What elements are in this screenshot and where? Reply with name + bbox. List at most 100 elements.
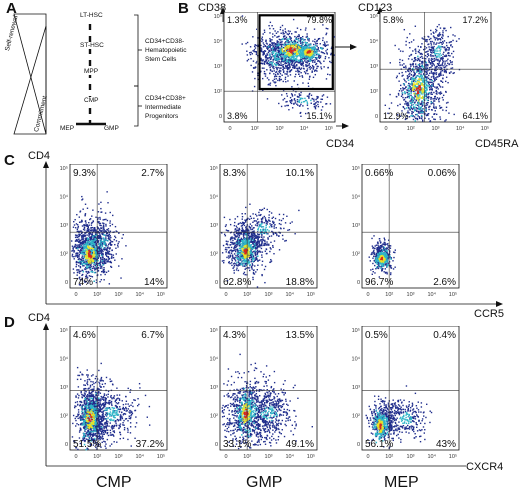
event-dot — [262, 77, 264, 80]
event-dot — [428, 48, 431, 51]
event-dot — [273, 225, 275, 227]
density-dot — [415, 94, 417, 96]
event-dot — [97, 227, 99, 229]
event-dot — [99, 267, 102, 269]
event-dot — [424, 112, 426, 115]
event-dot — [431, 65, 433, 67]
event-dot — [431, 60, 433, 63]
density-dot — [294, 48, 297, 50]
event-dot — [82, 237, 85, 239]
event-dot — [430, 88, 432, 90]
event-dot — [427, 97, 430, 99]
event-dot — [318, 57, 321, 59]
density-dot — [405, 107, 408, 109]
event-dot — [242, 255, 244, 258]
density-dot — [309, 54, 312, 57]
event-dot — [262, 33, 264, 35]
event-dot — [398, 48, 400, 50]
event-dot — [105, 236, 107, 238]
event-dot — [300, 68, 302, 71]
event-dot — [269, 43, 271, 46]
event-dot — [422, 69, 424, 71]
event-dot — [102, 219, 104, 221]
event-dot — [426, 76, 429, 78]
event-dot — [278, 52, 281, 54]
event-dot — [256, 225, 258, 227]
event-dot — [453, 113, 455, 116]
event-dot — [253, 220, 256, 222]
event-dot — [441, 36, 443, 38]
event-dot — [415, 96, 417, 98]
event-dot — [250, 248, 252, 250]
density-dot — [81, 263, 83, 265]
event-dot — [95, 244, 97, 247]
event-dot — [110, 236, 112, 239]
event-dot — [75, 265, 77, 268]
event-dot — [445, 48, 447, 50]
event-dot — [239, 256, 241, 259]
event-dot — [76, 253, 79, 255]
event-dot — [230, 262, 233, 264]
event-dot — [88, 232, 91, 234]
event-dot — [260, 59, 262, 61]
event-dot — [412, 111, 414, 113]
event-dot — [273, 49, 275, 52]
event-dot — [273, 78, 276, 80]
event-dot — [407, 95, 409, 98]
event-dot — [227, 240, 229, 243]
event-dot — [101, 258, 103, 260]
event-dot — [309, 92, 311, 95]
quadrant-lower-left: 12.9% — [383, 111, 409, 121]
event-dot — [264, 56, 267, 58]
event-dot — [452, 39, 454, 42]
density-dot — [100, 254, 103, 257]
event-dot — [414, 25, 417, 27]
event-dot — [404, 118, 407, 121]
event-dot — [427, 93, 429, 96]
event-dot — [271, 62, 273, 64]
density-dot — [84, 259, 87, 261]
event-dot — [410, 74, 413, 76]
event-dot — [78, 234, 80, 236]
event-dot — [414, 101, 416, 103]
event-dot — [112, 256, 115, 259]
event-dot — [421, 104, 424, 107]
event-dot — [243, 222, 246, 224]
node-st-hsc: ST-HSC — [80, 42, 104, 49]
event-dot — [113, 238, 115, 241]
event-dot — [90, 226, 92, 229]
event-dot — [257, 237, 259, 240]
density-dot — [416, 96, 418, 98]
event-dot — [226, 256, 228, 259]
event-dot — [420, 68, 422, 70]
density-dot — [422, 90, 424, 92]
event-dot — [302, 57, 304, 60]
density-dot — [418, 80, 420, 83]
density-dot — [83, 243, 85, 246]
event-dot — [271, 217, 273, 219]
event-dot — [228, 257, 230, 259]
event-dot — [299, 75, 301, 77]
event-dot — [406, 96, 408, 99]
event-dot — [88, 267, 90, 269]
event-dot — [438, 42, 440, 44]
event-dot — [278, 49, 280, 52]
event-dot — [257, 234, 259, 236]
event-dot — [79, 234, 81, 236]
event-dot — [418, 94, 421, 96]
event-dot — [326, 48, 329, 51]
event-dot — [233, 269, 235, 272]
density-dot — [291, 43, 294, 45]
event-dot — [270, 260, 273, 262]
event-dot — [285, 49, 288, 51]
density-dot — [297, 43, 299, 46]
event-dot — [445, 42, 448, 44]
event-dot — [401, 90, 403, 92]
event-dot — [430, 81, 432, 84]
event-dot — [276, 55, 278, 57]
event-dot — [254, 248, 257, 250]
event-dot — [277, 66, 279, 69]
density-dot — [409, 83, 412, 85]
event-dot — [244, 265, 246, 267]
event-dot — [406, 117, 408, 120]
